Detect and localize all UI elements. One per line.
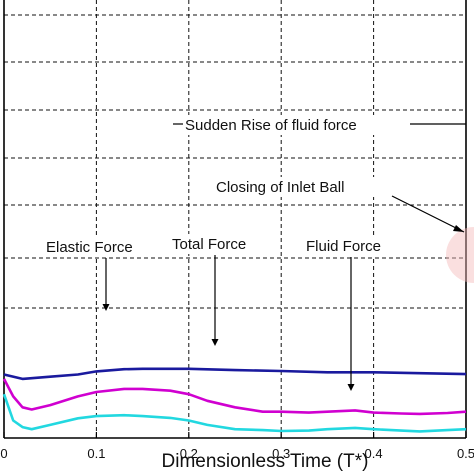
annotation-text-3: Total Force	[172, 236, 246, 253]
annotation-text-1: Closing of Inlet Ball	[216, 179, 344, 196]
annotation-bg-2	[43, 237, 157, 257]
highlight-circle	[446, 227, 474, 283]
plot-frame	[3, 0, 467, 439]
x-axis-ticks: 0 0.1 0.2 0.3 0.4 0.5	[0, 432, 474, 461]
series-line-elastic-force	[3, 367, 467, 381]
annotation-text-4: Fluid Force	[306, 238, 381, 255]
series-lines	[2, 367, 467, 433]
annotation-bg-3	[169, 234, 267, 254]
arrowhead-elastic	[102, 304, 110, 311]
x-axis-title: Dimensionless Time (T*)	[162, 451, 369, 472]
leader-closing-inlet	[391, 195, 465, 233]
arrowhead-fluid	[347, 384, 355, 391]
grid-lines	[4, 0, 466, 438]
series-line-total-force	[2, 378, 467, 416]
arrowhead-closing-inlet	[453, 225, 464, 232]
annotations: Sudden Rise of fluid force Closing of Inl…	[43, 115, 466, 391]
x-tick-label-1: 0.1	[87, 446, 105, 461]
arrowhead-total	[211, 339, 219, 346]
annotation-bg-1	[213, 177, 394, 197]
x-tick-label-2: 0.2	[180, 446, 198, 461]
x-tick-label-3: 0.3	[272, 446, 290, 461]
highlight-mark	[446, 227, 474, 283]
x-tick-label-5: 0.5	[457, 446, 474, 461]
x-tick-label-0: 0	[0, 446, 7, 461]
series-line-fluid-force	[2, 393, 467, 433]
annotation-text-2: Elastic Force	[46, 239, 133, 256]
x-tick-label-4: 0.4	[365, 446, 383, 461]
annotation-bg-0	[182, 115, 404, 135]
annotation-bg-4	[303, 236, 401, 256]
annotation-text-0: Sudden Rise of fluid force	[185, 117, 357, 134]
